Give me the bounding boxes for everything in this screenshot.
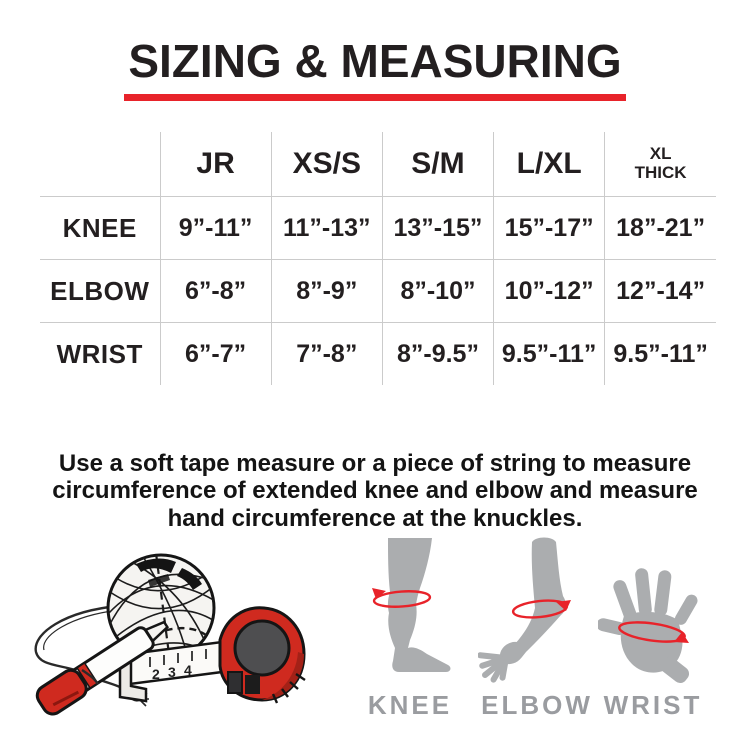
- knee-measure-figure: [372, 538, 451, 672]
- column-header-xl-thick: XL THICK: [634, 144, 687, 182]
- column-header-s-m: S/M: [382, 132, 495, 197]
- cell-wrist-xs-s: 7”-8”: [271, 322, 383, 385]
- marker-pen-icon: [35, 620, 169, 716]
- cell-elbow-l-xl: 10”-12”: [493, 259, 606, 323]
- header: SIZING & MEASURING: [0, 0, 750, 101]
- cell-wrist-l-xl: 9.5”-11”: [493, 322, 606, 385]
- cell-knee-xl-thick: 18”-21”: [616, 213, 706, 242]
- arm-silhouette-icon: [478, 537, 566, 683]
- wrist-figure-label: WRIST: [603, 690, 703, 720]
- sizing-table: JR XS/S S/M L/XL XL THICK KNEE 9”-11” 11…: [40, 132, 716, 385]
- leg-silhouette-icon: [387, 538, 451, 672]
- elbow-figure-label: ELBOW: [481, 690, 593, 720]
- circumference-arrow-icon: [618, 621, 689, 643]
- tape-number: 4: [184, 662, 192, 678]
- column-header-xs-s: XS/S: [271, 132, 383, 197]
- row-label-elbow: ELBOW: [40, 259, 161, 323]
- cell-elbow-xs-s: 8”-9”: [271, 259, 383, 323]
- string-icon: [81, 669, 99, 685]
- cell-knee-xs-s: 11”-13”: [271, 196, 383, 260]
- cell-knee-s-m: 13”-15”: [382, 196, 495, 260]
- cell-wrist-s-m: 8”-9.5”: [382, 322, 495, 385]
- table-row-knee: KNEE 9”-11” 11”-13” 13”-15” 15”-17” 18”-…: [40, 196, 716, 260]
- circumference-arrow-icon: [511, 599, 571, 619]
- page-title: SIZING & MEASURING: [124, 36, 626, 101]
- table-row-elbow: ELBOW 6”-8” 8”-9” 8”-10” 10”-12” 12”-14”: [40, 259, 716, 323]
- row-label-wrist: WRIST: [40, 322, 161, 385]
- column-header-l-xl: L/XL: [493, 132, 606, 197]
- wrist-measure-figure: [598, 568, 698, 684]
- knee-figure-label: KNEE: [367, 690, 453, 720]
- tape-number: 3: [168, 664, 176, 680]
- table-row-wrist: WRIST 6”-7” 7”-8” 8”-9.5” 9.5”-11” 9.5”-…: [40, 322, 716, 385]
- cell-wrist-jr: 6”-7”: [160, 322, 272, 385]
- header-row: JR XS/S S/M L/XL XL THICK: [40, 132, 716, 197]
- elbow-measure-figure: [478, 537, 571, 683]
- table-corner: [40, 132, 161, 197]
- cell-wrist-xl-thick: 9.5”-11”: [613, 339, 708, 368]
- circumference-arrow-icon: [372, 588, 432, 608]
- cell-elbow-jr: 6”-8”: [160, 259, 272, 323]
- cell-knee-l-xl: 15”-17”: [493, 196, 606, 260]
- measuring-tools-illustration: 2 3 4: [34, 553, 306, 716]
- column-header-jr: JR: [160, 132, 272, 197]
- cell-knee-jr: 9”-11”: [160, 196, 272, 260]
- row-label-knee: KNEE: [40, 196, 161, 260]
- measuring-instructions: Use a soft tape measure or a piece of st…: [52, 450, 698, 532]
- sizing-table-container: JR XS/S S/M L/XL XL THICK KNEE 9”-11” 11…: [40, 132, 716, 385]
- tape-number: 2: [152, 666, 160, 682]
- cell-elbow-xl-thick: 12”-14”: [616, 276, 706, 305]
- hand-silhouette-icon: [598, 568, 698, 684]
- cell-elbow-s-m: 8”-10”: [382, 259, 495, 323]
